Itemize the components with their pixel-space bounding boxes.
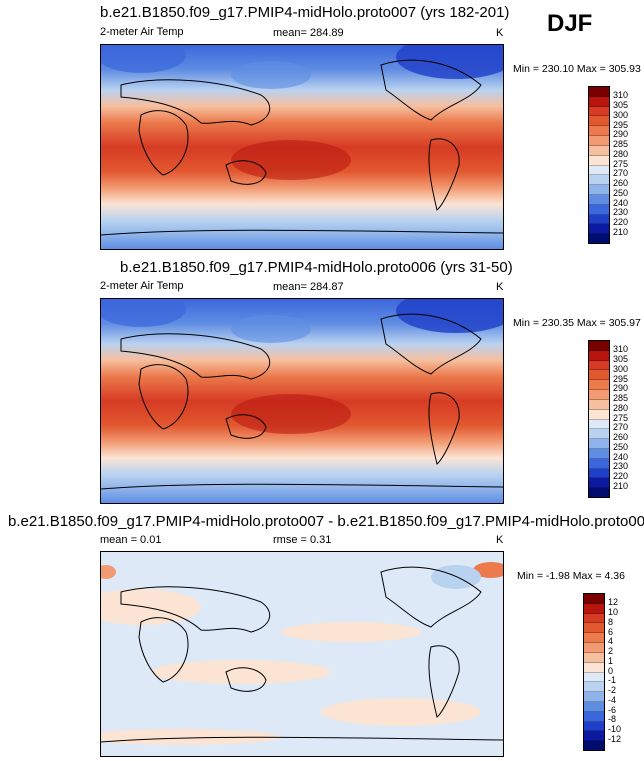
panel2-colorbar xyxy=(588,340,610,498)
panel1-units: K xyxy=(496,27,504,39)
colorbar-tick-label: 8 xyxy=(608,616,614,627)
colorbar-tick-label: -1 xyxy=(608,675,617,686)
colorbar-tick-label: 4 xyxy=(608,636,614,647)
colorbar-tick-label: 260 xyxy=(613,432,629,442)
panel1-title: b.e21.B1850.f09_g17.PMIP4-midHolo.proto0… xyxy=(100,4,510,21)
colorbar-tick-label: 270 xyxy=(613,422,629,433)
colorbar-tick-label: 285 xyxy=(613,139,629,149)
season-label: DJF xyxy=(547,10,593,37)
colorbar-tick-label: 220 xyxy=(613,217,629,227)
colorbar-tick-label: 295 xyxy=(613,119,629,130)
panel1-minmax: Min = 230.10 Max = 305.93 xyxy=(513,63,641,75)
colorbar-tick-label: 250 xyxy=(613,441,629,452)
colorbar-tick-label: 1 xyxy=(608,655,614,666)
panel3-minmax: Min = -1.98 Max = 4.36 xyxy=(517,570,625,582)
colorbar-tick-label: 10 xyxy=(608,607,619,617)
panel2-title: b.e21.B1850.f09_g17.PMIP4-midHolo.proto0… xyxy=(120,259,513,276)
colorbar-tick-label: 310 xyxy=(613,90,629,101)
colorbar-tick-label: 280 xyxy=(613,148,629,159)
panel2-variable: 2-meter Air Temp xyxy=(100,280,184,292)
colorbar-tick-label: 230 xyxy=(613,207,629,218)
panel3-mean: mean = 0.01 xyxy=(100,534,162,546)
panel2-units: K xyxy=(496,281,504,293)
panel2-map xyxy=(100,298,504,504)
colorbar-tick-label: 290 xyxy=(613,383,629,394)
panel3-units: K xyxy=(496,534,504,546)
colorbar-tick-label: 305 xyxy=(613,100,629,110)
colorbar-tick-label: -2 xyxy=(608,685,617,695)
panel2-mean: mean= 284.87 xyxy=(273,281,344,293)
colorbar-tick-label: -8 xyxy=(608,714,617,725)
colorbar-tick-label: 230 xyxy=(613,461,629,472)
colorbar-tick-label: 250 xyxy=(613,187,629,198)
colorbar-tick-label: -12 xyxy=(608,733,622,744)
colorbar-tick-label: 2 xyxy=(608,646,614,656)
colorbar-tick-label: 270 xyxy=(613,168,629,179)
colorbar-tick-label: 300 xyxy=(613,109,629,120)
panel1-variable: 2-meter Air Temp xyxy=(100,26,184,38)
colorbar-tick-label: 275 xyxy=(613,158,629,169)
colorbar-tick-label: 240 xyxy=(613,451,629,462)
colorbar-tick-label: 275 xyxy=(613,412,629,423)
colorbar-tick-label: 260 xyxy=(613,178,629,188)
colorbar-tick-label: 12 xyxy=(608,597,619,608)
panel1-colorbar xyxy=(588,86,610,244)
colorbar-tick-label: 310 xyxy=(613,344,629,355)
colorbar-tick-label: 280 xyxy=(613,402,629,413)
colorbar-tick-label: 210 xyxy=(613,226,629,237)
colorbar-tick-label: 295 xyxy=(613,373,629,384)
colorbar-tick-label: -10 xyxy=(608,724,622,734)
colorbar-tick-label: 0 xyxy=(608,665,614,676)
colorbar-tick-label: 290 xyxy=(613,129,629,140)
colorbar-tick-label: 240 xyxy=(613,197,629,208)
colorbar-tick-label: 210 xyxy=(613,480,629,491)
colorbar-tick-label: 220 xyxy=(613,471,629,481)
panel1-mean: mean= 284.89 xyxy=(273,27,344,39)
colorbar-tick-label: 305 xyxy=(613,354,629,364)
panel3-rmse: rmse = 0.31 xyxy=(273,534,332,546)
panel3-title: b.e21.B1850.f09_g17.PMIP4-midHolo.proto0… xyxy=(8,513,644,530)
panel2-minmax: Min = 230.35 Max = 305.97 xyxy=(513,317,641,329)
colorbar-tick-label: 285 xyxy=(613,393,629,403)
colorbar-tick-label: 6 xyxy=(608,626,614,637)
panel1-map xyxy=(100,44,504,250)
panel3-colorbar xyxy=(583,593,605,751)
panel3-map xyxy=(100,551,504,757)
colorbar-tick-label: 300 xyxy=(613,363,629,374)
colorbar-tick-label: -4 xyxy=(608,694,617,705)
colorbar-tick-label: -6 xyxy=(608,704,617,715)
